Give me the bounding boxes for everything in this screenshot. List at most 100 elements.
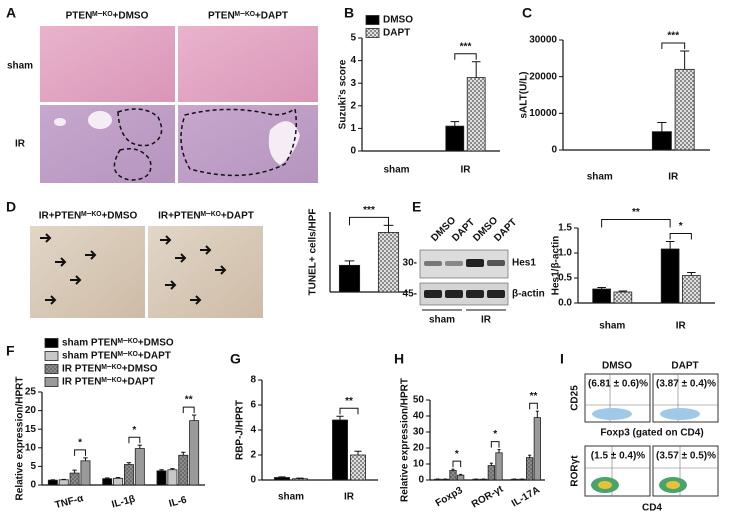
x-tick-label: IR bbox=[676, 321, 687, 332]
y-tick-label: 6 bbox=[250, 400, 256, 411]
panel-letter: B bbox=[344, 5, 354, 21]
panel-letter: H bbox=[394, 351, 404, 367]
x-tick-label: IR bbox=[461, 165, 472, 176]
significance-label: * bbox=[455, 449, 459, 460]
bar bbox=[377, 232, 400, 293]
marker-label: 45- bbox=[403, 289, 417, 300]
legend-swatch bbox=[365, 28, 380, 38]
y-tick-label: 3 bbox=[350, 78, 356, 89]
y-tick-label: 0 bbox=[350, 146, 356, 157]
band bbox=[466, 290, 484, 298]
significance-bracket bbox=[661, 42, 686, 49]
bar bbox=[526, 457, 534, 481]
y-tick-label: 0.5 bbox=[558, 273, 572, 284]
error-bar bbox=[528, 454, 532, 458]
significance-label: *** bbox=[363, 205, 375, 216]
arrow bbox=[45, 295, 57, 305]
y-tick-label: 10000 bbox=[529, 108, 557, 119]
bar bbox=[457, 474, 465, 481]
error-bar bbox=[489, 462, 493, 466]
y-tick-label: 0 bbox=[30, 480, 36, 491]
y-tick-label: 50 bbox=[413, 395, 425, 406]
panel-letter: C bbox=[522, 5, 532, 21]
axis-label: RORγt bbox=[570, 455, 581, 487]
vessel bbox=[88, 111, 112, 129]
bar bbox=[47, 479, 58, 486]
y-tick-label: 0 bbox=[250, 475, 256, 486]
tunel-image bbox=[148, 226, 263, 318]
bar bbox=[156, 470, 167, 486]
significance-label: *** bbox=[460, 41, 472, 52]
y-tick-label: 0 bbox=[551, 145, 557, 156]
error-bar bbox=[535, 410, 539, 418]
legend-label: DMSO bbox=[383, 15, 413, 26]
y-tick-label: 2 bbox=[250, 450, 256, 461]
tunel-image bbox=[30, 226, 145, 318]
necrosis-outline bbox=[113, 148, 152, 181]
bar bbox=[113, 477, 124, 486]
bar bbox=[189, 420, 200, 486]
x-tick-label: sham bbox=[587, 172, 613, 183]
x-tick-label: sham bbox=[383, 165, 409, 176]
necrosis-outline bbox=[180, 107, 297, 177]
bar bbox=[682, 275, 701, 304]
y-tick-label: 40 bbox=[413, 411, 425, 422]
y-tick-label: 1.5 bbox=[558, 223, 572, 234]
error-bar bbox=[354, 450, 362, 455]
y-tick-label: 1 bbox=[350, 123, 356, 134]
population bbox=[660, 408, 700, 420]
error-bar bbox=[278, 476, 286, 478]
blot bbox=[419, 282, 509, 306]
bar bbox=[178, 454, 189, 486]
group-label: IR bbox=[481, 315, 492, 326]
x-tick-label: sham bbox=[278, 492, 304, 503]
bar bbox=[449, 469, 457, 481]
y-tick-label: 10 bbox=[25, 442, 37, 453]
significance-bracket bbox=[128, 436, 141, 444]
percentage: (6.81 ± 0.6)% bbox=[588, 379, 648, 390]
y-tick-label: 5 bbox=[350, 33, 356, 44]
y-axis-label: Suzuki's score bbox=[338, 59, 349, 129]
bar bbox=[674, 68, 695, 151]
legend-swatch bbox=[44, 377, 59, 387]
arrow bbox=[200, 245, 212, 255]
bar bbox=[167, 469, 178, 486]
error-bar bbox=[115, 477, 121, 479]
error-bar bbox=[680, 50, 690, 70]
significance-bracket bbox=[529, 402, 538, 410]
panel-letter: G bbox=[230, 351, 241, 367]
band bbox=[487, 260, 505, 266]
axis-label: CD25 bbox=[570, 385, 581, 411]
error-bar bbox=[126, 462, 132, 465]
column-label: PTENᴹ⁻ᴷᴼ+DAPT bbox=[208, 11, 288, 22]
axis-label: Foxp3 (gated on CD4) bbox=[600, 428, 703, 439]
band bbox=[424, 290, 442, 298]
significance-bracket bbox=[490, 441, 500, 448]
arrow bbox=[160, 235, 172, 245]
y-axis-label: sALT(U/L) bbox=[519, 71, 530, 118]
band bbox=[487, 290, 505, 298]
arrow bbox=[190, 295, 202, 305]
significance-label: * bbox=[679, 221, 683, 232]
y-tick-label: 30000 bbox=[529, 35, 557, 46]
significance-label: *** bbox=[667, 31, 679, 42]
image-label: IR+PTENᴹ⁻ᴷᴼ+DMSO bbox=[39, 211, 138, 222]
y-tick-label: 2 bbox=[350, 100, 356, 111]
significance-bracket bbox=[452, 460, 462, 468]
y-tick-label: 25 bbox=[25, 387, 37, 398]
arrow bbox=[215, 265, 227, 275]
arrow bbox=[85, 250, 97, 260]
y-tick-label: 20 bbox=[413, 443, 425, 454]
error-bar bbox=[687, 272, 696, 276]
error-bar bbox=[72, 469, 77, 474]
vessel bbox=[268, 121, 300, 165]
population bbox=[598, 481, 612, 489]
x-tick-label: TNF-α bbox=[54, 493, 86, 511]
legend-swatch bbox=[44, 351, 59, 361]
error-bar bbox=[451, 468, 455, 471]
histology-image bbox=[178, 26, 318, 102]
bar bbox=[350, 454, 366, 481]
arrow bbox=[70, 275, 82, 285]
population bbox=[666, 481, 680, 489]
